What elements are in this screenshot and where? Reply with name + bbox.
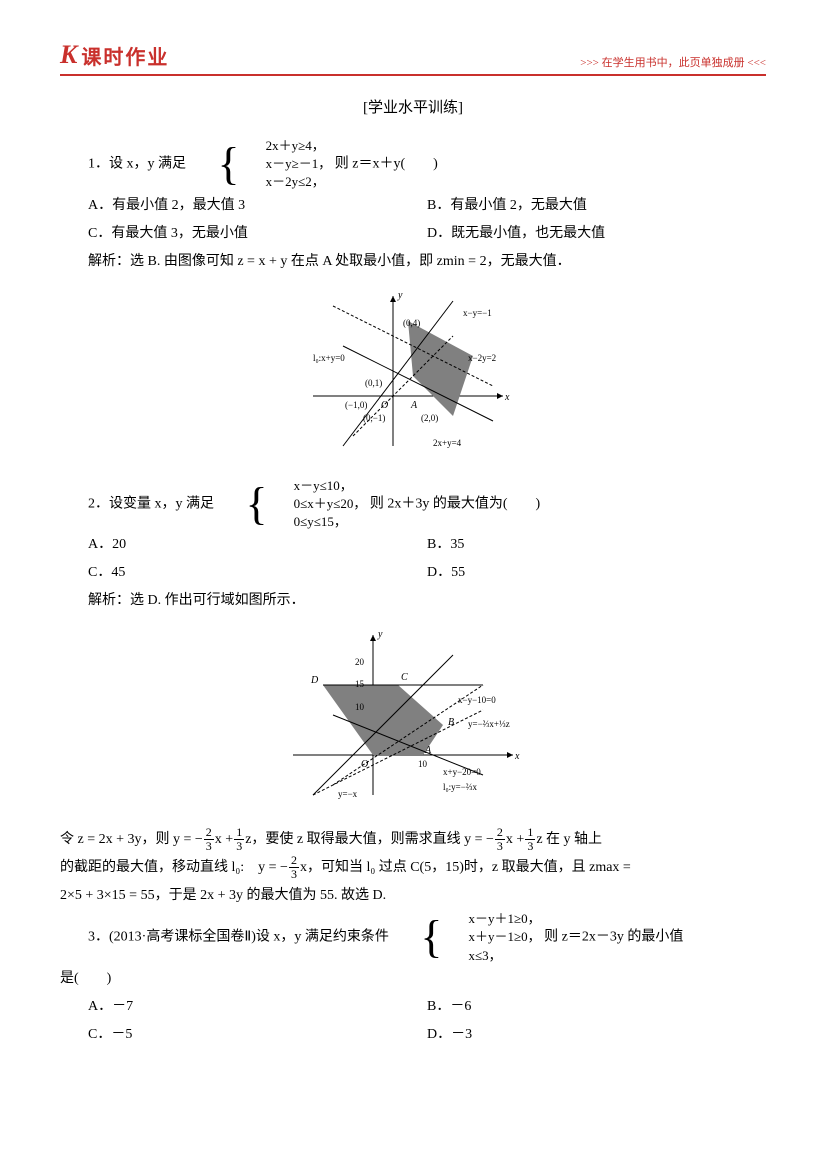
q2-l3: x+y−20=0: [443, 767, 481, 777]
q3-stem-pre: 3．(2013·高考课标全国卷Ⅱ)设 x，y 满足约束条件: [88, 930, 389, 945]
q3-sys1: x－y＋1≥0，: [440, 910, 540, 928]
q2-l1: x−y−10=0: [458, 695, 496, 705]
q1-p0m1: (0,−1): [363, 413, 385, 423]
header-left: K 课时作业: [60, 40, 169, 70]
q2-xlabel: x: [514, 751, 520, 762]
q2-analysis-pre: 解析：选 D. 作出可行域如图所示．: [60, 587, 766, 615]
q1-sys3: x－2y≤2，: [238, 173, 332, 191]
q1-xlabel: x: [504, 392, 510, 403]
q3-optA: A．－7: [88, 993, 427, 1021]
q1-stem: 1．设 x，y 满足 { 2x＋y≥4， x－y≥－1， x－2y≤2， 则 z…: [60, 137, 766, 192]
q1-l2: x−y=−1: [463, 308, 492, 318]
q1-A: A: [410, 400, 418, 411]
q2-analysis-p1: 令 z = 2x + 3y，则 y = −23x +13z，要使 z 取得最大值…: [60, 826, 766, 854]
header-note: >>> 在学生用书中，此页单独成册 <<<: [580, 54, 766, 70]
q3-stem-post: 则 z＝2x－3y 的最小值: [544, 930, 683, 945]
brace-icon: {: [218, 479, 268, 529]
q2-optB: B．35: [427, 531, 766, 559]
q1-analysis: 解析：选 B. 由图像可知 z = x + y 在点 A 处取最小值，即 zmi…: [60, 248, 766, 276]
q1-l1: l₀:x+y=0: [313, 353, 345, 363]
q2-Clabel: C: [401, 672, 408, 683]
q3-optC: C．－5: [88, 1021, 427, 1049]
q2-p2b: x，可知当 l₀ 过点 C(5，15)时，z 取最大值，且 zmax =: [300, 860, 631, 875]
frac-2-3: 23: [204, 826, 214, 853]
q3-system: { x－y＋1≥0， x＋y－1≥0， x≤3，: [392, 910, 540, 965]
page-root: K 课时作业 >>> 在学生用书中，此页单独成册 <<< [学业水平训练] 1．…: [0, 0, 826, 1089]
q2-optA: A．20: [88, 531, 427, 559]
q2-sys2: 0≤x＋y≤20，: [266, 495, 367, 513]
q2-figure: y x O 20 15 10 10 A B C D x−y−10=0 y=−⅔x…: [60, 625, 766, 816]
q2-sys1: x－y≤10，: [266, 477, 367, 495]
q3-stem-tail: 是( ): [60, 965, 766, 993]
q1-sys2: x－y≥－1，: [238, 155, 332, 173]
q3-optD: D．－3: [427, 1021, 766, 1049]
q1-p20: (2,0): [421, 413, 438, 423]
q1-O: O: [381, 400, 388, 411]
q3-options: A．－7 B．－6 C．－5 D．－3: [88, 993, 766, 1049]
q2-Blabel: B: [448, 717, 454, 728]
q2-Alabel: A: [424, 745, 432, 756]
q2-stem-pre: 2．设变量 x，y 满足: [88, 496, 214, 511]
q1-optD: D．既无最小值，也无最大值: [427, 220, 766, 248]
q1-options: A．有最小值 2，最大值 3 B．有最小值 2，无最大值 C．有最大值 3，无最…: [88, 192, 766, 248]
frac-2-3b: 23: [495, 826, 505, 853]
q2-tx10: 10: [418, 759, 428, 769]
q1-l3: x−2y=2: [468, 353, 496, 363]
q2-optC: C．45: [88, 559, 427, 587]
q2-p2a: 的截距的最大值，移动直线 l₀: y = −: [60, 860, 288, 875]
q2-stem: 2．设变量 x，y 满足 { x－y≤10， 0≤x＋y≤20， 0≤y≤15，…: [60, 477, 766, 532]
q2-t20: 20: [355, 657, 365, 667]
q2-p1c: z，要使 z 取得最大值，则需求直线 y = −: [245, 832, 494, 847]
q2-l5: y=−x: [338, 789, 358, 799]
section-title: [学业水平训练]: [60, 96, 766, 117]
q1-optA: A．有最小值 2，最大值 3: [88, 192, 427, 220]
q2-Dlabel: D: [310, 675, 319, 686]
q1-ylabel: y: [397, 290, 403, 301]
q2-l4: l₀:y=−⅔x: [443, 782, 478, 792]
q3-stem: 3．(2013·高考课标全国卷Ⅱ)设 x，y 满足约束条件 { x－y＋1≥0，…: [60, 910, 766, 965]
q1-optB: B．有最小值 2，无最大值: [427, 192, 766, 220]
q2-optD: D．55: [427, 559, 766, 587]
header-title: 课时作业: [81, 41, 169, 70]
q1-p01: (0,1): [365, 378, 382, 388]
q1-p04: (0,4): [403, 318, 420, 328]
frac-2-3c: 23: [289, 854, 299, 881]
frac-1-3: 13: [234, 826, 244, 853]
q2-p1e: z 在 y 轴上: [536, 832, 602, 847]
q1-stem-post: 则 z＝x＋y( ): [335, 157, 438, 172]
q2-system: { x－y≤10， 0≤x＋y≤20， 0≤y≤15，: [218, 477, 367, 532]
q2-t15: 15: [355, 679, 365, 689]
q3-sys2: x＋y－1≥0，: [440, 928, 540, 946]
q2-sys3: 0≤y≤15，: [266, 513, 367, 531]
q1-system: { 2x＋y≥4， x－y≥－1， x－2y≤2，: [190, 137, 332, 192]
q1-stem-pre: 1．设 x，y 满足: [88, 157, 186, 172]
brace-icon: {: [392, 912, 442, 962]
q1-pm10: (−1,0): [345, 400, 367, 410]
q2-ylabel: y: [377, 629, 383, 640]
header-bar: K 课时作业 >>> 在学生用书中，此页单独成册 <<<: [60, 40, 766, 76]
q2-analysis-p2: 的截距的最大值，移动直线 l₀: y = −23x，可知当 l₀ 过点 C(5，…: [60, 854, 766, 882]
q1-figure: y x O A (0,4) (0,1) (−1,0) (0,−1) (2,0) …: [60, 286, 766, 467]
q2-stem-post: 则 2x＋3y 的最大值为( ): [370, 496, 540, 511]
q1-l4: 2x+y=4: [433, 438, 462, 448]
q3-sys3: x≤3，: [440, 947, 540, 965]
frac-1-3b: 13: [525, 826, 535, 853]
q1-optC: C．有最大值 3，无最小值: [88, 220, 427, 248]
q2-t10: 10: [355, 702, 365, 712]
q3-optB: B．－6: [427, 993, 766, 1021]
brace-icon: {: [190, 139, 240, 189]
q2-analysis-p3: 2×5 + 3×15 = 55，于是 2x + 3y 的最大值为 55. 故选 …: [60, 882, 766, 910]
q2-p1d: x +: [506, 832, 524, 847]
q2-p1b: x +: [215, 832, 233, 847]
q2-O: O: [361, 759, 368, 770]
q2-l2: y=−⅔x+⅓z: [468, 719, 510, 729]
content-body: 1．设 x，y 满足 { 2x＋y≥4， x－y≥－1， x－2y≤2， 则 z…: [60, 137, 766, 1049]
q1-sys1: 2x＋y≥4，: [238, 137, 332, 155]
logo-k: K: [60, 40, 77, 70]
q2-options: A．20 B．35 C．45 D．55: [88, 531, 766, 587]
q2-p1a: 令 z = 2x + 3y，则 y = −: [60, 832, 203, 847]
